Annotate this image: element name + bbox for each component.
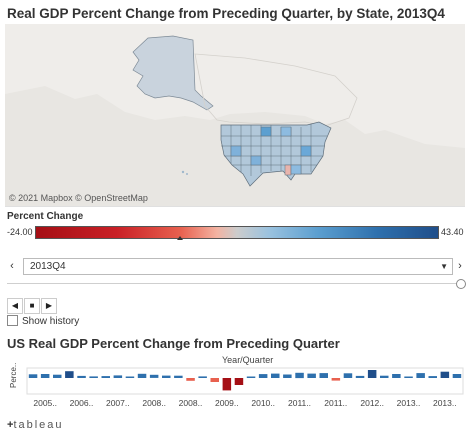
quarter-dropdown-value: 2013Q4 <box>30 261 66 272</box>
chart-bar[interactable] <box>416 373 425 378</box>
x-tick-label: 2013.. <box>397 398 421 408</box>
state-texas-north[interactable] <box>250 155 262 166</box>
chart-y-label: Perce.. <box>9 362 18 388</box>
chart-bar[interactable] <box>440 371 450 378</box>
gdp-bar-chart: 2005.. 2006.. 2007.. 2008.. 2008.. 2009.. 2010… <box>5 366 467 411</box>
triangle-down-icon: ▼ <box>440 262 448 271</box>
chart-frame <box>26 367 464 395</box>
chart-title: US Real GDP Percent Change from Precedin… <box>7 336 340 351</box>
x-tick-label: 2008.. <box>142 398 166 408</box>
chart-bar[interactable] <box>258 374 268 378</box>
map-canvas[interactable] <box>5 24 465 206</box>
chart-column-header: Year/Quarter <box>222 355 274 365</box>
legend-marker-icon <box>177 236 183 240</box>
chevron-right-icon[interactable]: › <box>458 260 462 272</box>
chart-bar[interactable] <box>113 375 123 378</box>
chart-bar[interactable] <box>53 374 62 378</box>
chart-bar[interactable] <box>162 375 171 378</box>
checkbox-icon[interactable] <box>7 315 18 326</box>
chart-bar[interactable] <box>319 373 329 378</box>
x-tick-label: 2005.. <box>33 398 57 408</box>
map-attribution[interactable]: © 2021 Mapbox © OpenStreetMap <box>9 193 148 203</box>
chart-bar[interactable] <box>283 374 292 379</box>
chart-bar[interactable] <box>246 376 256 379</box>
quarter-slider-handle[interactable] <box>456 279 466 289</box>
chart-bar[interactable] <box>331 378 341 381</box>
us-state-map[interactable]: © 2021 Mapbox © OpenStreetMap <box>5 24 465 207</box>
step-back-button[interactable]: ◀ <box>7 298 23 314</box>
state-hawaii[interactable] <box>181 170 185 174</box>
chart-bar[interactable] <box>404 376 413 379</box>
contiguous-us[interactable] <box>220 121 332 187</box>
playback-controls: ◀ ■ ▶ <box>7 295 58 314</box>
x-tick-label: 2008.. <box>179 398 203 408</box>
chart-bar[interactable] <box>355 375 365 378</box>
chart-bar[interactable] <box>77 375 86 378</box>
chart-bar[interactable] <box>222 378 232 391</box>
hawaii-island <box>186 173 188 175</box>
legend-min-label: -24.00 <box>7 227 33 237</box>
chart-bar[interactable] <box>198 376 207 378</box>
legend-max-label: 43.40 <box>441 227 464 237</box>
x-tick-label: 2012.. <box>360 398 384 408</box>
tableau-plus-icon: + <box>7 419 14 431</box>
chart-bar[interactable] <box>65 371 74 378</box>
step-forward-button[interactable]: ▶ <box>41 298 57 314</box>
tableau-logo[interactable]: +tableau <box>7 419 64 431</box>
x-tick-label: 2009.. <box>215 398 239 408</box>
quarter-dropdown[interactable]: 2013Q4 ▼ <box>23 258 453 275</box>
chart-bar[interactable] <box>210 378 220 382</box>
state-michigan[interactable] <box>280 126 292 137</box>
chart-bar[interactable] <box>452 374 462 378</box>
quarter-slider-track[interactable] <box>7 283 459 284</box>
dashboard-title: Real GDP Percent Change from Preceding Q… <box>7 6 445 21</box>
tableau-wordmark: tableau <box>13 419 64 431</box>
state-alabama[interactable] <box>290 164 302 175</box>
show-history-label: Show history <box>22 316 80 327</box>
chart-bar[interactable] <box>149 374 159 378</box>
state-mississippi[interactable] <box>284 164 292 176</box>
x-tick-label: 2011.. <box>288 398 311 408</box>
x-tick-label: 2007.. <box>106 398 130 408</box>
chart-bar[interactable] <box>125 376 135 379</box>
chart-bar[interactable] <box>392 374 401 378</box>
chevron-left-icon[interactable]: ‹ <box>10 260 14 272</box>
quarter-filter: ‹ 2013Q4 ▼ › <box>5 258 467 275</box>
x-tick-label: 2013.. <box>433 398 457 408</box>
bar-chart-svg: 2005.. 2006.. 2007.. 2008.. 2008.. 2009.. 2010… <box>26 367 464 408</box>
state-colorado[interactable] <box>230 145 242 157</box>
chart-bar[interactable] <box>101 376 111 378</box>
chart-bar[interactable] <box>40 374 50 378</box>
chart-bar[interactable] <box>343 373 353 378</box>
chart-bar[interactable] <box>367 370 377 378</box>
stop-button[interactable]: ■ <box>24 298 40 314</box>
chart-bar[interactable] <box>89 376 98 378</box>
legend-title: Percent Change <box>7 211 84 222</box>
chart-bar[interactable] <box>428 376 438 378</box>
state-north-dakota[interactable] <box>260 126 272 137</box>
chart-bar[interactable] <box>28 374 38 378</box>
chart-bar[interactable] <box>271 373 280 378</box>
chart-bar[interactable] <box>295 372 304 379</box>
x-tick-label: 2010.. <box>251 398 275 408</box>
chart-bar[interactable] <box>307 373 316 378</box>
chart-bar[interactable] <box>186 378 195 381</box>
x-tick-label: 2006.. <box>70 398 94 408</box>
color-legend-bar[interactable] <box>35 226 439 239</box>
chart-bar[interactable] <box>137 373 147 378</box>
show-history-checkbox[interactable]: Show history <box>7 315 79 327</box>
state-alaska[interactable] <box>132 35 214 111</box>
state-virginia[interactable] <box>300 145 312 157</box>
chart-bar[interactable] <box>174 375 183 378</box>
chart-bar[interactable] <box>234 378 244 385</box>
chart-bar[interactable] <box>380 375 389 378</box>
x-tick-label: 2011.. <box>324 398 347 408</box>
